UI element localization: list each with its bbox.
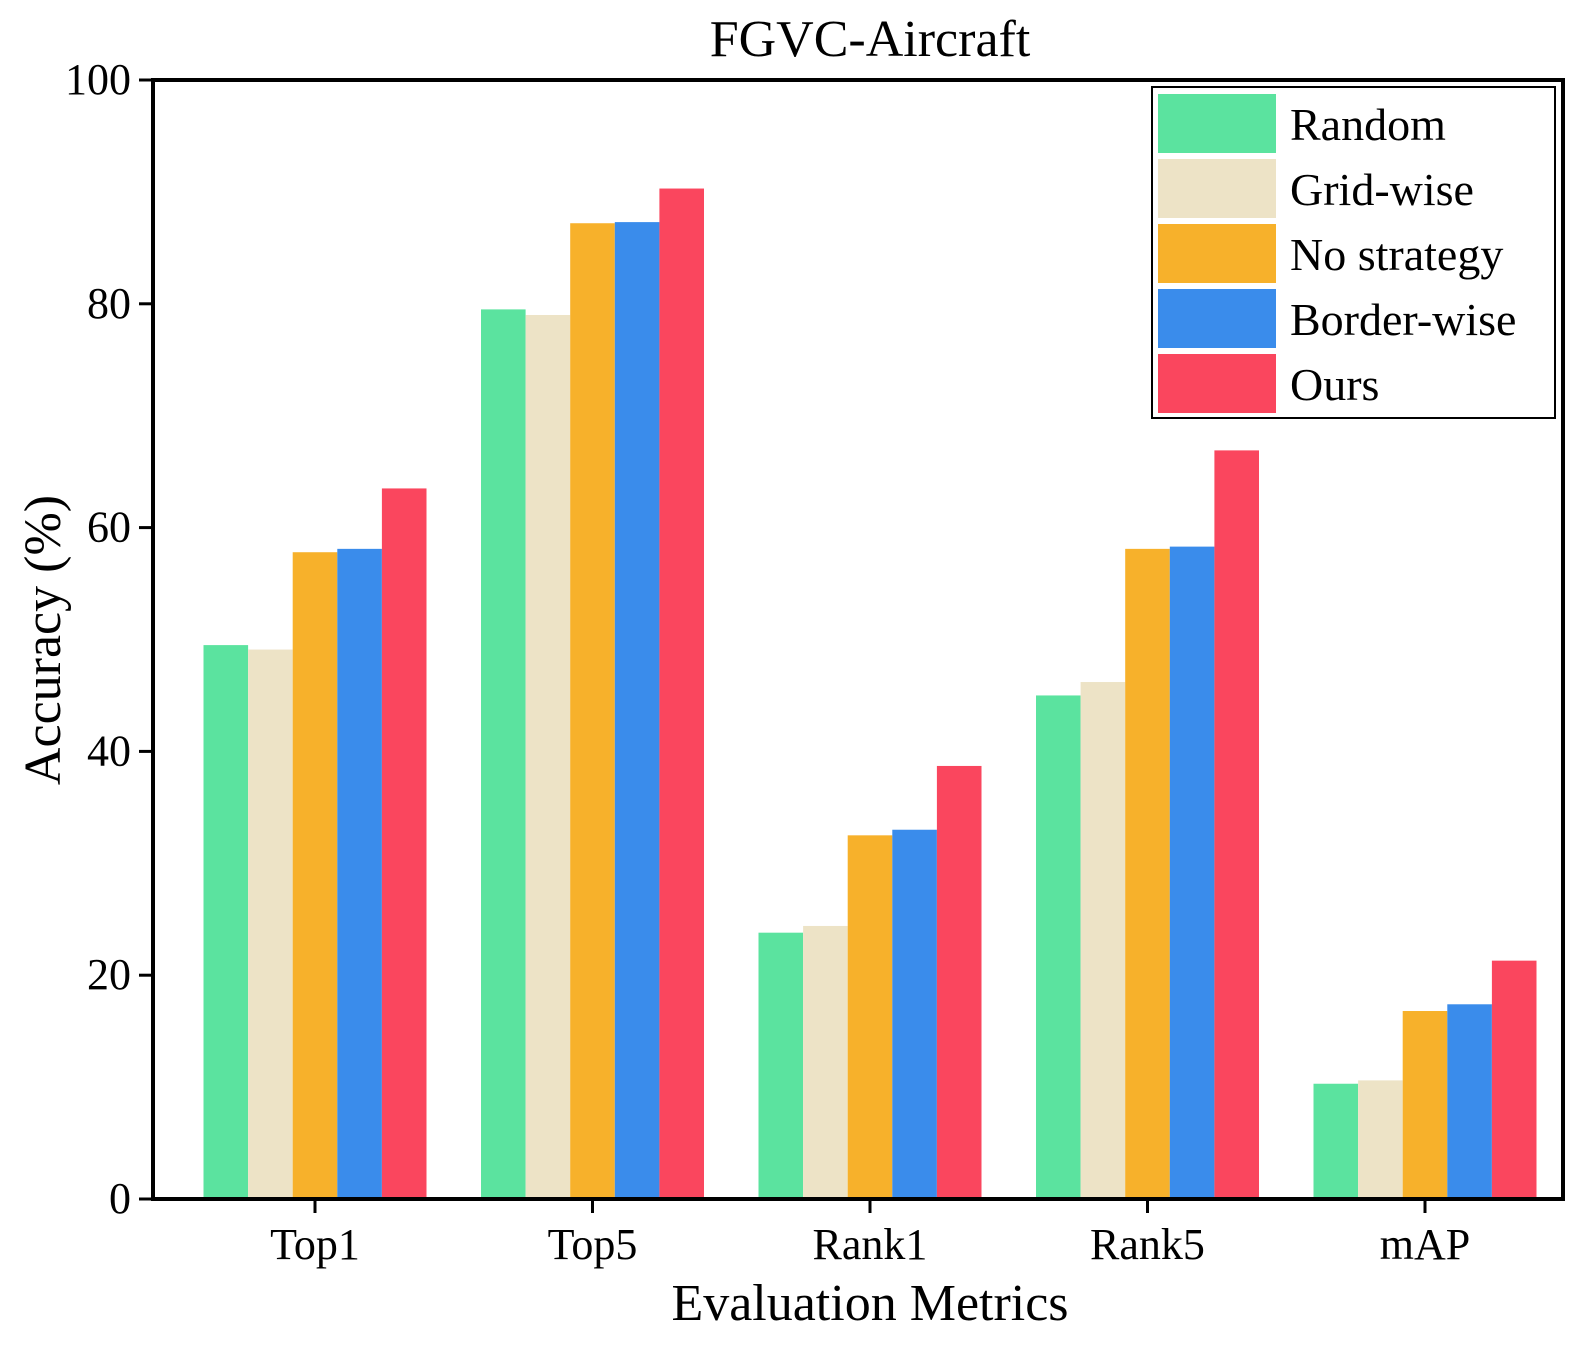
x-axis-label: Evaluation Metrics	[671, 1275, 1068, 1332]
x-tick-label: Top5	[548, 1220, 638, 1269]
bar-rank1-ours	[936, 765, 982, 1199]
x-axis-ticks: Top1 Top5 Rank1 Rank5 mAP	[270, 1199, 1470, 1269]
y-axis-ticks: 0 20 40 60 80 100	[65, 55, 153, 1223]
bar-top5-grid-wise	[525, 314, 571, 1199]
bar-rank5-border-wise	[1169, 546, 1215, 1199]
y-tick-label: 80	[87, 279, 131, 328]
bar-rank5-no-strategy	[1125, 548, 1170, 1199]
y-tick-label: 60	[87, 503, 131, 552]
legend-swatch	[1158, 94, 1276, 153]
x-tick-label: Rank5	[1090, 1220, 1205, 1269]
bar-rank1-border-wise	[892, 829, 937, 1199]
legend: Random Grid-wise No strategy Border-wise Our…	[1151, 86, 1556, 419]
bar-map-border-wise	[1447, 1004, 1492, 1199]
bar-rank5-ours	[1214, 450, 1259, 1199]
bar-rank5-random	[1036, 695, 1081, 1199]
legend-label: Random	[1290, 99, 1446, 150]
bar-top5-random	[481, 309, 526, 1199]
chart-title: FGVC-Aircraft	[710, 11, 1031, 68]
legend-label: Ours	[1290, 359, 1379, 410]
bar-top1-border-wise	[337, 548, 382, 1199]
bar-top5-no-strategy	[570, 223, 615, 1200]
bar-rank5-grid-wise	[1080, 682, 1126, 1199]
bar-top5-border-wise	[614, 222, 660, 1200]
plot-frame	[151, 78, 1565, 1201]
bar-rank1-random	[758, 932, 804, 1199]
x-tick-label: Top1	[270, 1220, 360, 1269]
bar-top1-ours	[381, 488, 427, 1199]
bar-rank1-no-strategy	[847, 835, 893, 1199]
bar-top5-ours	[659, 188, 704, 1200]
bar-map-no-strategy	[1402, 1011, 1448, 1199]
y-tick-label: 0	[109, 1174, 131, 1223]
bar-top1-random	[203, 645, 249, 1199]
bar-map-ours	[1491, 960, 1537, 1199]
legend-swatch	[1158, 224, 1276, 283]
bar-map-random	[1313, 1083, 1359, 1199]
y-tick-label: 100	[65, 55, 131, 104]
x-tick-label: mAP	[1380, 1220, 1470, 1269]
bar-map-grid-wise	[1358, 1080, 1403, 1199]
bar-top1-grid-wise	[248, 649, 293, 1199]
legend-swatch	[1158, 159, 1276, 218]
legend-label: Grid-wise	[1290, 164, 1474, 215]
legend-label: Border-wise	[1290, 294, 1516, 345]
x-tick-label: Rank1	[813, 1220, 928, 1269]
legend-swatch	[1158, 289, 1276, 348]
y-tick-label: 20	[87, 950, 131, 999]
legend-label: No strategy	[1290, 229, 1503, 280]
bars-group	[203, 188, 1537, 1200]
legend-swatch	[1158, 354, 1276, 413]
y-axis-label: Accuracy (%)	[15, 495, 72, 785]
bar-top1-no-strategy	[292, 552, 338, 1199]
bar-rank1-grid-wise	[803, 925, 848, 1199]
y-tick-label: 40	[87, 726, 131, 775]
